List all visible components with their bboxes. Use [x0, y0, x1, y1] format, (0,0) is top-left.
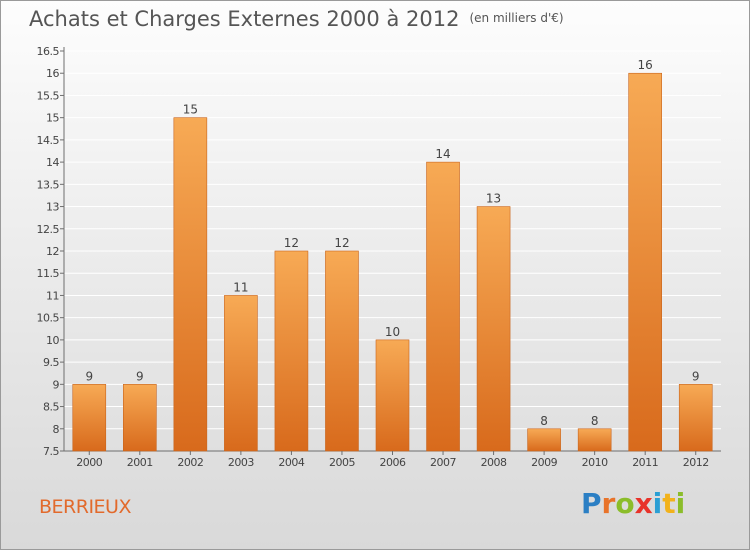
- y-tick-label: 13: [46, 201, 59, 214]
- y-tick-label: 16.5: [37, 45, 60, 58]
- y-tick-label: 15.5: [37, 89, 60, 102]
- bar: [678, 384, 713, 452]
- data-label: 12: [334, 236, 349, 250]
- x-tick-label: 2002: [177, 456, 203, 469]
- data-label: 9: [85, 369, 93, 383]
- logo-letter: o: [615, 487, 635, 520]
- y-tick-label: 8: [53, 423, 60, 436]
- logo-letter: i: [652, 487, 663, 520]
- x-tick-label: 2003: [228, 456, 254, 469]
- x-tick-label: 2009: [531, 456, 557, 469]
- y-tick-label: 12: [46, 245, 59, 258]
- x-tick-label: 2008: [481, 456, 507, 469]
- data-label: 8: [540, 414, 548, 428]
- data-label: 14: [435, 147, 450, 161]
- data-label: 15: [183, 103, 198, 117]
- bar: [527, 428, 561, 452]
- logo-letter: P: [581, 487, 602, 520]
- data-label: 9: [692, 369, 700, 383]
- logo-letter: t: [662, 487, 676, 520]
- bar: [274, 250, 309, 452]
- bar: [476, 206, 511, 452]
- x-tick-label: 2010: [582, 456, 608, 469]
- x-tick-label: 2006: [380, 456, 406, 469]
- location-label: BERRIEUX: [39, 496, 131, 518]
- x-tick-label: 2004: [278, 456, 304, 469]
- bar: [123, 384, 157, 452]
- logo-letter: r: [601, 487, 616, 520]
- y-tick-label: 16: [46, 67, 59, 80]
- x-tick-label: 2007: [430, 456, 456, 469]
- data-label: 13: [486, 192, 501, 206]
- data-label: 16: [638, 58, 653, 72]
- x-tick-label: 2012: [683, 456, 709, 469]
- title-unit: (en milliers d'€): [469, 11, 564, 25]
- y-tick-label: 9: [53, 378, 60, 391]
- data-label: 8: [591, 414, 599, 428]
- data-label: 9: [136, 369, 144, 383]
- y-tick-label: 14: [46, 156, 59, 169]
- bar: [325, 250, 359, 452]
- x-tick-label: 2001: [127, 456, 153, 469]
- y-tick-label: 7.5: [43, 445, 59, 458]
- data-label: 10: [385, 325, 400, 339]
- y-tick-label: 9.5: [43, 356, 59, 369]
- y-tick-label: 8.5: [43, 401, 59, 414]
- y-tick-label: 15: [46, 112, 59, 125]
- x-tick-label: 2011: [632, 456, 658, 469]
- y-tick-label: 10.5: [37, 312, 60, 325]
- y-tick-label: 10: [46, 334, 59, 347]
- logo-letter: i: [675, 487, 686, 520]
- chart-title: Achats et Charges Externes 2000 à 2012 (e…: [29, 7, 564, 31]
- y-tick-label: 13.5: [37, 178, 60, 191]
- bar: [375, 339, 410, 452]
- data-label: 12: [284, 236, 299, 250]
- y-tick-label: 11.5: [37, 267, 60, 280]
- y-tick-label: 12.5: [37, 223, 60, 236]
- x-tick-label: 2005: [329, 456, 355, 469]
- bar: [426, 161, 460, 452]
- x-tick-label: 2000: [76, 456, 102, 469]
- bar: [72, 384, 107, 452]
- y-tick-label: 14.5: [37, 134, 60, 147]
- proxiti-logo: Proxiti: [581, 487, 685, 520]
- y-tick-label: 11: [46, 289, 59, 302]
- bar: [628, 72, 662, 452]
- logo-letter: x: [634, 487, 653, 520]
- bar: [173, 117, 208, 452]
- bar: [577, 428, 612, 452]
- title-text: Achats et Charges Externes 2000 à 2012: [29, 7, 460, 31]
- data-label: 11: [233, 280, 248, 294]
- bar: [224, 295, 258, 452]
